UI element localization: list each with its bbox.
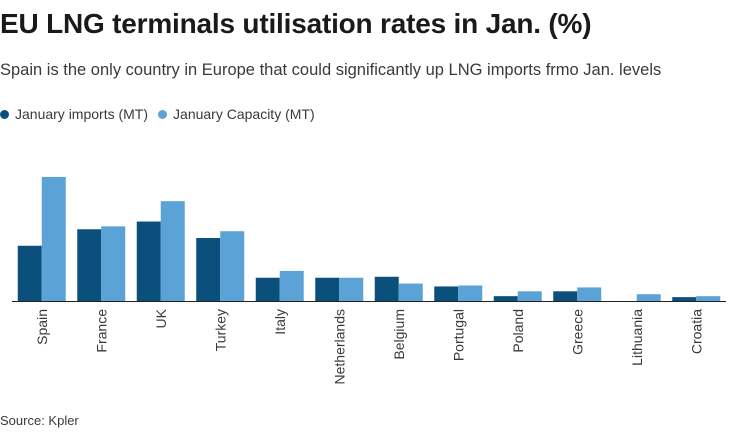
legend-item-capacity: January Capacity (MT) <box>158 106 315 122</box>
bar-imports-croatia <box>672 297 697 301</box>
x-tick-label-poland: Poland <box>510 309 526 353</box>
x-tick-label-spain: Spain <box>34 309 50 345</box>
legend: January imports (MT) January Capacity (M… <box>0 106 325 122</box>
legend-swatch-capacity <box>158 109 168 119</box>
x-tick-label-france: France <box>93 309 109 353</box>
bar-capacity-portugal <box>458 285 483 301</box>
source-note: Source: Kpler <box>0 413 79 428</box>
legend-swatch-imports <box>0 109 9 119</box>
bar-capacity-france <box>101 226 126 301</box>
x-tick-label-uk: UK <box>153 308 169 328</box>
x-tick-label-croatia: Croatia <box>688 309 704 354</box>
legend-label-imports: January imports (MT) <box>15 106 149 122</box>
bar-capacity-uk <box>160 201 185 301</box>
bar-capacity-croatia <box>696 296 721 301</box>
bar-imports-uk <box>136 221 161 301</box>
bar-imports-belgium <box>374 276 399 301</box>
legend-item-imports: January imports (MT) <box>0 106 148 122</box>
bar-imports-netherlands <box>315 277 340 301</box>
bar-imports-greece <box>553 291 578 301</box>
bar-imports-spain <box>17 245 42 301</box>
chart-title: EU LNG terminals utilisation rates in Ja… <box>0 8 592 39</box>
bar-imports-poland <box>493 296 518 301</box>
x-tick-label-netherlands: Netherlands <box>331 309 347 385</box>
bar-capacity-greece <box>577 287 602 301</box>
bar-imports-france <box>77 229 102 301</box>
chart-subtitle: Spain is the only country in Europe that… <box>0 61 662 79</box>
bar-capacity-netherlands <box>339 277 364 301</box>
legend-label-capacity: January Capacity (MT) <box>173 106 315 122</box>
x-tick-label-turkey: Turkey <box>212 309 228 351</box>
bar-capacity-belgium <box>398 283 423 301</box>
x-tick-label-portugal: Portugal <box>450 309 466 361</box>
bar-capacity-poland <box>517 291 542 301</box>
bar-capacity-spain <box>41 176 66 301</box>
bar-capacity-lithuania <box>636 294 661 301</box>
bar-imports-italy <box>255 277 280 301</box>
bar-capacity-turkey <box>220 231 245 301</box>
bar-imports-turkey <box>196 238 221 301</box>
x-tick-label-greece: Greece <box>569 309 585 355</box>
x-tick-label-italy: Italy <box>272 309 288 335</box>
x-tick-label-lithuania: Lithuania <box>629 309 645 366</box>
x-tick-label-belgium: Belgium <box>391 309 407 360</box>
bar-imports-portugal <box>434 286 459 301</box>
bar-capacity-italy <box>279 270 304 301</box>
bar-chart: Spain France UK Turkey Italy Netherlands Belgi… <box>12 176 726 385</box>
